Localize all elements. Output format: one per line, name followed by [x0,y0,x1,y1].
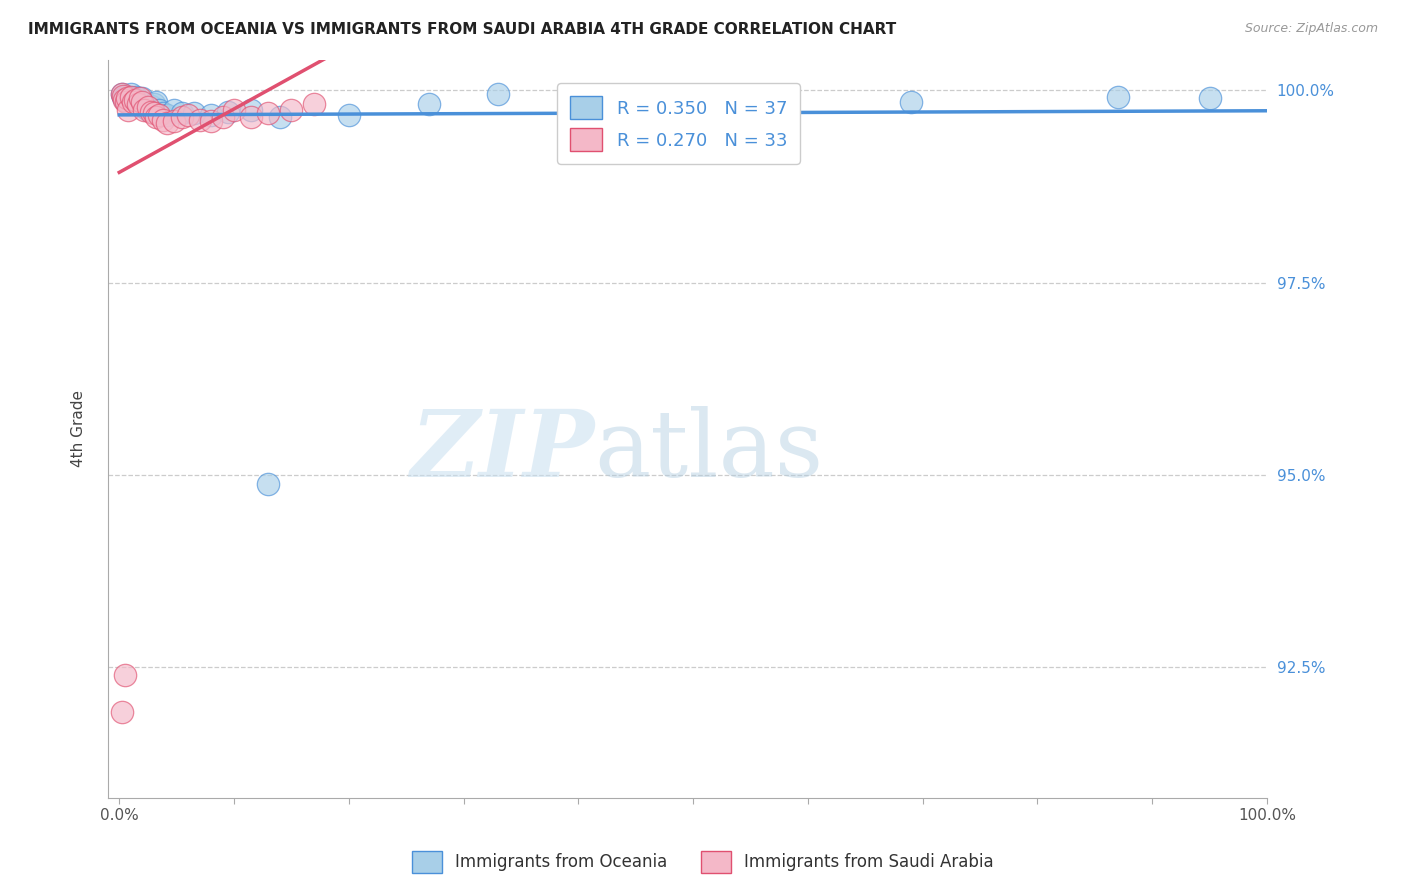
Point [145,110,167,124]
Point [120,89,142,103]
Point [183,106,205,120]
Point [177,108,200,122]
Point [142,97,165,112]
Point [131,91,153,105]
Point [200,114,222,128]
Point [200,108,222,122]
Point [111,88,134,103]
Point [118,94,141,108]
Y-axis label: 4th Grade: 4th Grade [72,391,86,467]
Legend: Immigrants from Oceania, Immigrants from Saudi Arabia: Immigrants from Oceania, Immigrants from… [405,845,1001,880]
Point [217,104,239,119]
Point [136,100,159,114]
Point [222,103,245,117]
Point [136,103,159,117]
Point [127,97,149,112]
Point [120,87,142,102]
Point [240,103,263,117]
Point [129,95,152,109]
Point [704,100,727,114]
Point [134,100,156,114]
Point [125,89,148,103]
Point [152,106,174,120]
Point [486,87,509,102]
Point [112,91,135,105]
Point [115,88,138,103]
Text: atlas: atlas [595,406,824,496]
Point [141,104,163,119]
Point [148,103,170,117]
Point [1198,91,1220,105]
Point [257,477,280,491]
Point [110,87,132,102]
Point [131,95,153,109]
Point [418,97,440,112]
Point [269,110,291,124]
Point [129,91,152,105]
Point [115,95,138,109]
Point [148,108,170,122]
Point [1107,89,1129,103]
Point [111,89,134,103]
Point [188,112,211,127]
Point [112,93,135,107]
Point [121,91,143,105]
Point [114,93,136,107]
Point [152,112,174,127]
Point [142,106,165,120]
Point [156,116,179,130]
Point [114,668,136,682]
Point [257,106,280,120]
Text: Source: ZipAtlas.com: Source: ZipAtlas.com [1244,22,1378,36]
Point [122,93,145,107]
Point [117,95,139,109]
Point [163,114,186,128]
Point [280,103,302,117]
Point [337,108,360,122]
Point [900,95,922,109]
Point [172,106,194,120]
Point [124,93,146,107]
Point [304,97,326,112]
Point [110,87,132,102]
Point [122,95,145,109]
Point [240,110,263,124]
Point [110,705,132,719]
Point [134,103,156,117]
Point [172,110,194,124]
Point [211,110,233,124]
Point [156,108,179,122]
Point [145,95,167,109]
Text: IMMIGRANTS FROM OCEANIA VS IMMIGRANTS FROM SAUDI ARABIA 4TH GRADE CORRELATION CH: IMMIGRANTS FROM OCEANIA VS IMMIGRANTS FR… [28,22,897,37]
Point [141,99,163,113]
Point [163,103,186,117]
Point [117,91,139,105]
Legend: R = 0.350   N = 37, R = 0.270   N = 33: R = 0.350 N = 37, R = 0.270 N = 33 [557,83,800,164]
Point [117,103,139,117]
Point [117,90,139,104]
Text: ZIP: ZIP [411,406,595,496]
